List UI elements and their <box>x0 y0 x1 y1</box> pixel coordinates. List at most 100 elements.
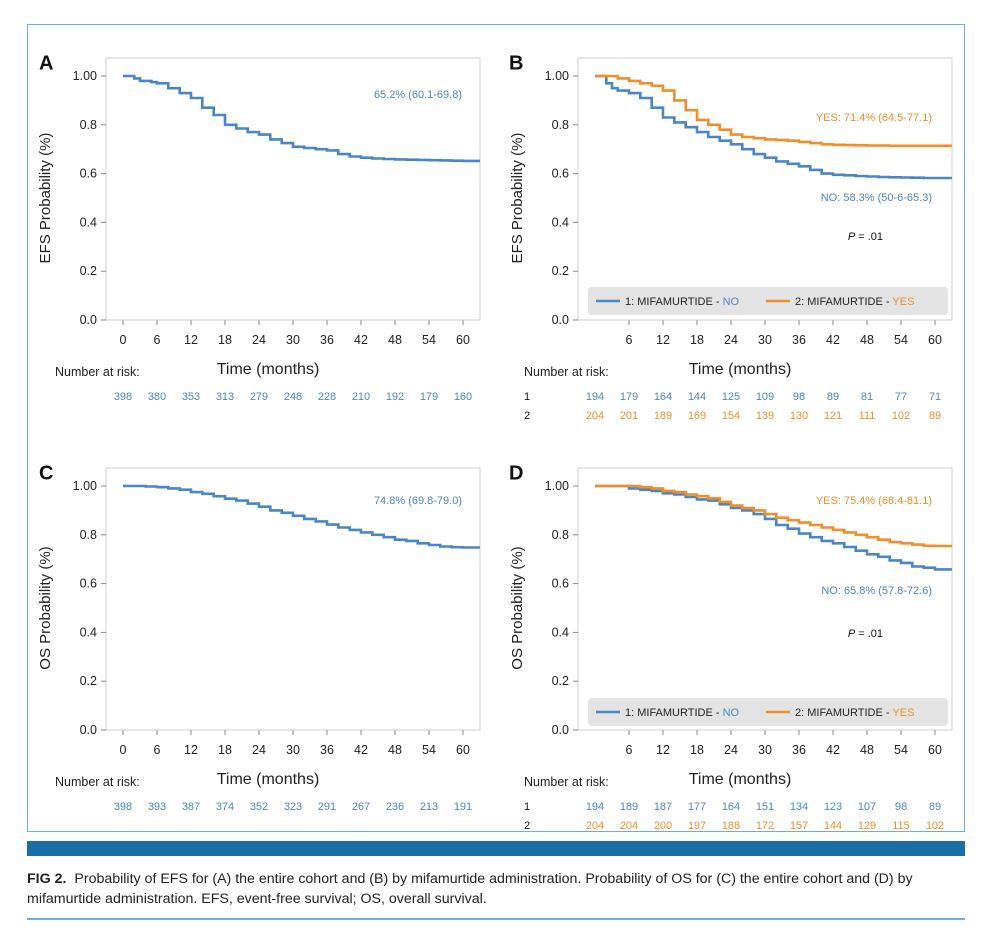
risk-value: 387 <box>182 801 200 813</box>
x-tick-label: 24 <box>252 333 266 347</box>
estimate-annotation: YES: 71.4% (64.5-77.1) <box>816 112 932 124</box>
risk-value: 102 <box>926 820 944 832</box>
risk-value: 172 <box>756 820 774 832</box>
estimate-annotation: NO: 65.8% (57.8-72.6) <box>821 585 932 597</box>
risk-row-label: 1 <box>524 801 530 813</box>
estimate-annotation: YES: 75.4% (68.4-81.1) <box>816 495 932 507</box>
risk-value: 89 <box>929 410 941 422</box>
risk-value: 177 <box>688 801 706 813</box>
risk-value: 144 <box>824 820 842 832</box>
y-tick-label: 1.00 <box>545 69 569 83</box>
x-tick-label: 36 <box>792 333 806 347</box>
x-tick-label: 30 <box>286 743 300 757</box>
estimate-annotation: 74.8% (69.8-79.0) <box>374 495 462 507</box>
y-tick-label: 0.2 <box>552 674 569 688</box>
x-tick-label: 6 <box>626 743 633 757</box>
figure-caption: FIG 2. Probability of EFS for (A) the en… <box>27 869 965 909</box>
risk-value: 353 <box>182 391 200 403</box>
panel-a: A 0.0 0.2 0.4 0.6 0.8 1.00 0 6 12 18 24 30 36 42 48 54 60… <box>37 53 481 403</box>
risk-value: 194 <box>586 801 604 813</box>
panel-c: C 0.0 0.2 0.4 0.6 0.8 1.00 0 6 12 18 24 30 36 42 48 54 60… <box>37 463 481 813</box>
risk-value: 134 <box>790 801 808 813</box>
risk-value: 248 <box>284 391 302 403</box>
x-tick-label: 60 <box>928 333 942 347</box>
series-line-no <box>595 484 952 571</box>
risk-value: 157 <box>790 820 808 832</box>
x-tick-label: 42 <box>354 333 368 347</box>
risk-value: 204 <box>586 410 604 422</box>
risk-value: 191 <box>454 801 472 813</box>
y-tick-label: 0.6 <box>552 167 569 181</box>
x-tick-label: 42 <box>354 743 368 757</box>
x-tick-label: 6 <box>154 333 161 347</box>
risk-value: 197 <box>688 820 706 832</box>
risk-value: 71 <box>929 391 941 403</box>
risk-value: 77 <box>895 391 907 403</box>
risk-value: 164 <box>722 801 740 813</box>
risk-value: 210 <box>352 391 370 403</box>
risk-value: 98 <box>895 801 907 813</box>
x-tick-label: 30 <box>286 333 300 347</box>
x-tick-label: 30 <box>758 743 772 757</box>
y-tick-label: 1.00 <box>73 69 97 83</box>
x-tick-label: 0 <box>120 743 127 757</box>
y-tick-label: 0.6 <box>80 577 97 591</box>
risk-value: 352 <box>250 801 268 813</box>
legend-label-yes: 2: MIFAMURTIDE - YES <box>795 296 914 308</box>
risk-value: 102 <box>892 410 910 422</box>
x-tick-label: 42 <box>826 333 840 347</box>
risk-value: 81 <box>861 391 873 403</box>
risk-value: 291 <box>318 801 336 813</box>
risk-value: 144 <box>688 391 706 403</box>
x-tick-label: 42 <box>826 743 840 757</box>
risk-value: 89 <box>929 801 941 813</box>
risk-value: 279 <box>250 391 268 403</box>
y-tick-label: 0.6 <box>80 167 97 181</box>
panel-letter: A <box>39 53 53 75</box>
risk-value: 130 <box>790 410 808 422</box>
x-tick-label: 36 <box>792 743 806 757</box>
risk-value: 98 <box>793 391 805 403</box>
risk-value: 121 <box>824 410 842 422</box>
legend: 1: MIFAMURTIDE - NO 2: MIFAMURTIDE - YES <box>588 287 948 315</box>
y-tick-label: 0.2 <box>552 264 569 278</box>
x-tick-label: 48 <box>388 743 402 757</box>
risk-value: 107 <box>858 801 876 813</box>
x-tick-label: 30 <box>758 333 772 347</box>
series-line-no <box>595 74 952 180</box>
risk-value: 123 <box>824 801 842 813</box>
risk-table-title: Number at risk: <box>55 365 140 379</box>
x-axis-label: Time (months) <box>689 361 792 378</box>
risk-value: 151 <box>756 801 774 813</box>
plot-area <box>577 467 953 731</box>
p-value: P = .01 <box>848 231 883 243</box>
risk-value: 188 <box>722 820 740 832</box>
risk-value: 192 <box>386 391 404 403</box>
risk-value: 267 <box>352 801 370 813</box>
risk-value: 228 <box>318 391 336 403</box>
risk-value: 374 <box>216 801 234 813</box>
y-tick-label: 0.0 <box>552 313 569 327</box>
legend: 1: MIFAMURTIDE - NO 2: MIFAMURTIDE - YES <box>588 698 948 726</box>
caption-bar <box>27 841 965 856</box>
x-tick-label: 18 <box>690 333 704 347</box>
x-tick-label: 12 <box>656 333 670 347</box>
risk-value: 111 <box>859 410 876 422</box>
plot-area <box>577 57 953 321</box>
x-tick-label: 12 <box>184 743 198 757</box>
x-axis-label: Time (months) <box>217 771 320 788</box>
risk-value: 200 <box>654 820 672 832</box>
risk-value: 129 <box>858 820 876 832</box>
caption-rule <box>27 918 965 920</box>
x-tick-label: 18 <box>218 743 232 757</box>
panel-letter: D <box>509 463 523 485</box>
x-tick-label: 60 <box>456 333 470 347</box>
x-tick-label: 54 <box>894 333 908 347</box>
y-tick-label: 0.0 <box>80 313 97 327</box>
series-line-yes <box>595 74 952 148</box>
risk-value: 169 <box>688 410 706 422</box>
legend-label-no: 1: MIFAMURTIDE - NO <box>625 296 740 308</box>
risk-value: 189 <box>654 410 672 422</box>
risk-value: 323 <box>284 801 302 813</box>
y-axis-label: OS Probability (%) <box>37 546 54 669</box>
